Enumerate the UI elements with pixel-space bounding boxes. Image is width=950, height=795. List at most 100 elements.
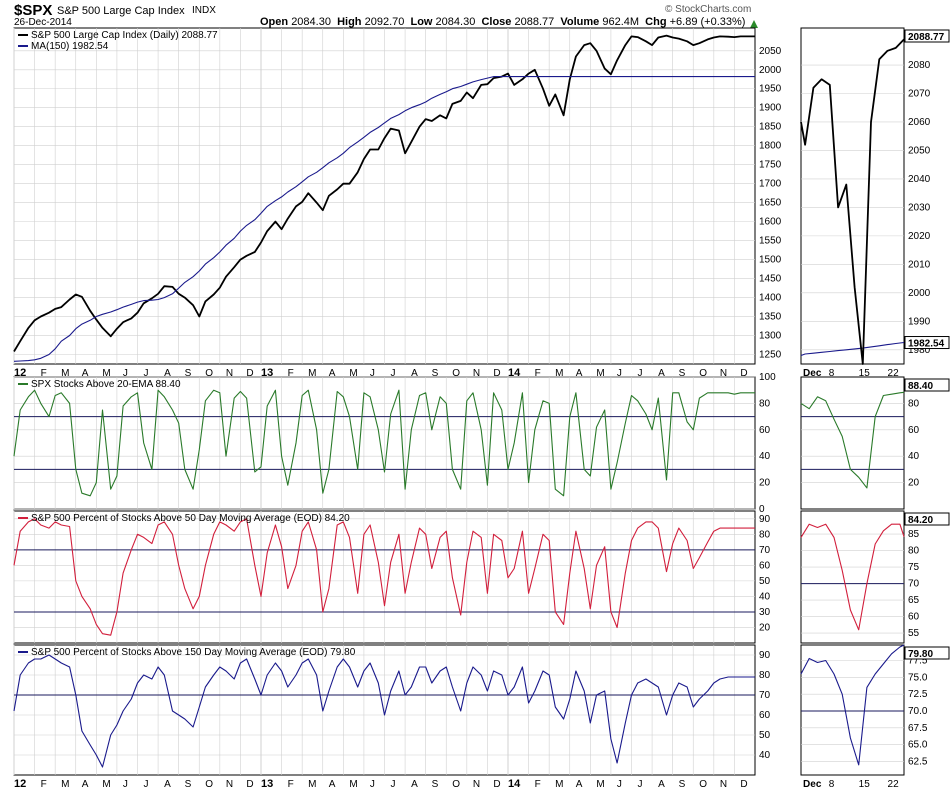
x-tick-label: M (61, 368, 69, 379)
date: 26-Dec-2014 (14, 17, 72, 28)
y-tick-label: 1850 (759, 122, 782, 133)
x-tick-label: M (349, 368, 357, 379)
detail-y-tick-label: 1980 (908, 345, 931, 356)
x-tick-label: D (493, 779, 500, 790)
y-tick-label: 60 (759, 560, 771, 571)
x-tick-label: O (699, 779, 707, 790)
x-tick-label: M (596, 779, 604, 790)
x-tick-label: D (246, 368, 253, 379)
x-tick-label: D (740, 368, 747, 379)
x-tick-label: 14 (508, 778, 521, 790)
x-tick-label: S (432, 368, 439, 379)
x-tick-label: A (164, 368, 171, 379)
y-tick-label: 1800 (759, 141, 782, 152)
detail-ma-line (800, 341, 905, 357)
detail-y-tick-label: 80 (908, 398, 920, 409)
x-tick-label: S (185, 779, 192, 790)
last-value-tag-box (904, 512, 950, 526)
last-value-tag-text: 2088.77 (908, 32, 945, 43)
detail-y-tick-label: 77.5 (908, 655, 928, 666)
detail-x-tick-label: 15 (859, 368, 871, 379)
legend-label: MA(150) 1982.54 (31, 41, 109, 52)
last-value-tag-box (904, 29, 950, 43)
x-tick-label: A (329, 368, 336, 379)
series-line (13, 34, 755, 352)
y-tick-label: 50 (759, 730, 771, 741)
y-tick-label: 80 (759, 398, 771, 409)
detail-y-tick-label: 2040 (908, 174, 931, 185)
detail-price-line (800, 38, 905, 365)
last-value-tag: 2088.77 (904, 29, 950, 43)
x-tick-label: A (164, 779, 171, 790)
x-tick-label: F (535, 779, 541, 790)
y-tick-label: 40 (759, 750, 771, 761)
y-tick-label: 1400 (759, 293, 782, 304)
legend-label: SPX Stocks Above 20-EMA 88.40 (31, 379, 181, 390)
detail-ma-tag: 1982.54 (904, 336, 950, 350)
x-tick-label: O (205, 779, 213, 790)
detail-y-tick-label: 80 (908, 546, 920, 557)
detail-y-tick-label: 2030 (908, 202, 931, 213)
y-tick-label: 1650 (759, 198, 782, 209)
x-tick-label: O (205, 368, 213, 379)
chg-label: Chg (645, 16, 667, 28)
last-value-tag: 79.80 (904, 646, 950, 660)
x-tick-label: 12 (14, 367, 26, 379)
detail-y-tick-label: 67.5 (908, 723, 928, 734)
detail-x-tick-label: 8 (829, 368, 835, 379)
detail-ma-tag-box (904, 336, 950, 350)
x-tick-label: A (329, 779, 336, 790)
x-tick-label: S (679, 779, 686, 790)
y-tick-label: 0 (759, 504, 765, 515)
volume-value: 962.4M (602, 16, 640, 28)
x-tick-label: O (452, 779, 460, 790)
y-tick-label: 80 (759, 670, 771, 681)
x-tick-label: A (658, 368, 665, 379)
ohlc-readout: Open 2084.30 High 2092.70 Low 2084.30 Cl… (260, 16, 745, 28)
x-tick-label: N (226, 368, 233, 379)
detail-y-tick-label: 60 (908, 425, 920, 436)
detail-y-tick-label: 75.0 (908, 672, 928, 683)
x-tick-label: O (699, 368, 707, 379)
y-tick-label: 30 (759, 607, 771, 618)
y-tick-label: 70 (759, 545, 771, 556)
last-value-tag-box (904, 646, 950, 660)
y-tick-label: 60 (759, 710, 771, 721)
detail-x-tick-label: Dec (803, 368, 822, 379)
series-line (13, 518, 755, 636)
detail-x-tick-label: 22 (888, 779, 900, 790)
x-tick-label: F (288, 368, 294, 379)
x-tick-label: J (617, 368, 622, 379)
y-tick-label: 1350 (759, 312, 782, 323)
detail-y-tick-label: 55 (908, 628, 920, 639)
last-value-tag: 88.40 (904, 378, 950, 392)
detail-frame-pct150 (800, 644, 905, 776)
y-tick-label: 1500 (759, 255, 782, 266)
x-tick-label: O (452, 368, 460, 379)
x-tick-label: N (473, 368, 480, 379)
legend-label: S&P 500 Large Cap Index (Daily) 2088.77 (31, 30, 218, 41)
x-tick-label: D (493, 368, 500, 379)
y-tick-label: 1450 (759, 274, 782, 285)
y-tick-label: 1950 (759, 84, 782, 95)
detail-y-tick-label: 85 (908, 529, 920, 540)
detail-frame-price (800, 27, 905, 365)
y-tick-label: 2000 (759, 65, 782, 76)
y-tick-label: 1550 (759, 236, 782, 247)
x-tick-label: F (41, 779, 47, 790)
exchange: INDX (192, 5, 216, 16)
y-tick-label: 1750 (759, 160, 782, 171)
detail-y-tick-label: 2000 (908, 288, 931, 299)
y-tick-label: 1900 (759, 103, 782, 114)
detail-x-tick-label: 22 (888, 368, 900, 379)
series-line (13, 76, 755, 362)
instrument-name: S&P 500 Large Cap Index (57, 5, 185, 17)
legend-label: S&P 500 Percent of Stocks Above 50 Day M… (31, 513, 350, 524)
detail-y-tick-label: 1990 (908, 316, 931, 327)
x-tick-label: N (226, 779, 233, 790)
legend-label: S&P 500 Percent of Stocks Above 150 Day … (31, 647, 356, 658)
x-tick-label: J (370, 779, 375, 790)
series-line (13, 389, 755, 497)
x-tick-label: J (617, 779, 622, 790)
close-value: 2088.77 (514, 16, 555, 28)
